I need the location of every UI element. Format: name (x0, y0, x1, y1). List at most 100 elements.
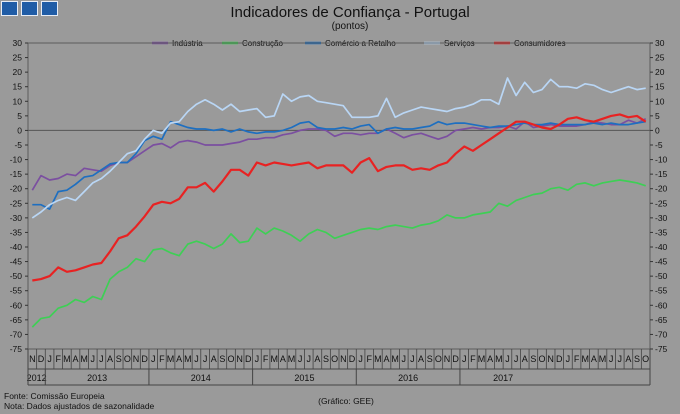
y-tick-label-right: 0 (655, 125, 660, 135)
month-label: D (141, 354, 148, 364)
month-label: J (402, 354, 407, 364)
y-tick-label-right: -35 (655, 227, 668, 237)
y-tick-label-left: -60 (10, 300, 23, 310)
series-line-consumidores (32, 113, 647, 282)
y-tick-label-left: -50 (10, 271, 23, 281)
month-label: N (29, 354, 36, 364)
chart-subtitle: (pontos) (332, 21, 369, 32)
y-tick-label-right: -60 (655, 300, 668, 310)
month-label: M (80, 354, 88, 364)
month-label: A (176, 354, 182, 364)
y-tick-label-left: -40 (10, 242, 23, 252)
y-tick-label-right: 30 (655, 38, 665, 48)
month-label: J (358, 354, 363, 364)
y-tick-label-right: -20 (655, 184, 668, 194)
month-label: O (435, 354, 442, 364)
month-label: N (340, 354, 347, 364)
month-label: A (487, 354, 493, 364)
month-label: M (581, 354, 589, 364)
month-label: D (245, 354, 252, 364)
chart-title: Indicadores de Confiança - Portugal (230, 4, 469, 21)
month-label: J (609, 354, 614, 364)
logo-square-1 (1, 1, 18, 16)
month-label: A (591, 354, 597, 364)
month-label: D (452, 354, 459, 364)
y-tick-label-left: 30 (13, 38, 23, 48)
month-label: A (314, 354, 320, 364)
y-tick-label-right: -70 (655, 329, 668, 339)
month-label: A (211, 354, 217, 364)
month-label: M (478, 354, 486, 364)
month-label: O (228, 354, 235, 364)
month-label: D (556, 354, 563, 364)
month-label: A (384, 354, 390, 364)
y-tick-label-left: -35 (10, 227, 23, 237)
month-label: S (530, 354, 536, 364)
month-label: J (514, 354, 519, 364)
y-tick-label-right: -55 (655, 286, 668, 296)
month-label: D (349, 354, 356, 364)
series-lines (31, 77, 647, 328)
month-label: S (427, 354, 433, 364)
month-label: J (298, 354, 303, 364)
y-tick-label-right: -65 (655, 315, 668, 325)
month-label: J (505, 354, 510, 364)
month-label: J (91, 354, 96, 364)
footer-credit: (Gráfico: GEE) (318, 396, 374, 406)
series-line-comercio-a-retalho (32, 120, 646, 210)
month-label: J (618, 354, 623, 364)
y-tick-label-left: 25 (13, 53, 23, 63)
y-tick-label-left: 15 (13, 82, 23, 92)
month-label: F (470, 354, 476, 364)
y-tick-label-right: -40 (655, 242, 668, 252)
year-label: 2014 (191, 373, 211, 383)
y-tick-label-left: -10 (10, 155, 23, 165)
month-label: J (307, 354, 312, 364)
month-label: N (547, 354, 554, 364)
month-label: A (107, 354, 113, 364)
month-label: J (151, 354, 156, 364)
month-label: N (444, 354, 451, 364)
y-tick-label-left: 20 (13, 67, 23, 77)
month-label: A (625, 354, 631, 364)
y-tick-label-left: -25 (10, 198, 23, 208)
year-label: 2016 (398, 373, 418, 383)
month-label: M (374, 354, 382, 364)
month-label: J (203, 354, 208, 364)
y-tick-label-left: -15 (10, 169, 23, 179)
month-label: N (133, 354, 140, 364)
logo-square-3 (41, 1, 58, 16)
footer-note: Nota: Dados ajustados de sazonalidade (4, 401, 155, 411)
y-tick-label-right: -25 (655, 198, 668, 208)
month-label: M (63, 354, 71, 364)
series-line-construcao (31, 179, 646, 328)
y-tick-label-right: -10 (655, 155, 668, 165)
series-line-servicos (31, 77, 646, 219)
month-label: F (55, 354, 61, 364)
month-label: M (288, 354, 296, 364)
y-tick-label-left: -70 (10, 329, 23, 339)
y-axis-right: 30 25 20 15 10 5 0 -5 -10 -15 -20 -25 -30 -35 -40 -45 -5… (650, 38, 668, 354)
month-label: S (116, 354, 122, 364)
series-line-industria (31, 118, 647, 191)
month-label: J (194, 354, 199, 364)
y-tick-label-left: -65 (10, 315, 23, 325)
month-label: O (642, 354, 649, 364)
y-tick-label-left: 0 (17, 125, 22, 135)
y-tick-label-right: -45 (655, 257, 668, 267)
year-label: 2013 (87, 373, 107, 383)
month-label: A (522, 354, 528, 364)
y-tick-label-left: -75 (10, 344, 23, 354)
month-label: S (219, 354, 225, 364)
y-tick-label-left: -5 (14, 140, 22, 150)
y-tick-label-right: -50 (655, 271, 668, 281)
month-label: M (270, 354, 278, 364)
y-tick-label-right: -5 (655, 140, 663, 150)
month-label: M (391, 354, 399, 364)
y-tick-label-right: 25 (655, 53, 665, 63)
y-axis-left: 30 25 20 15 10 5 0 -5 -10 -15 -20 -25 -30 -35 -40 -45 -5… (10, 38, 28, 354)
plot-frame (27, 42, 651, 350)
y-tick-label-left: -30 (10, 213, 23, 223)
month-label: S (634, 354, 640, 364)
